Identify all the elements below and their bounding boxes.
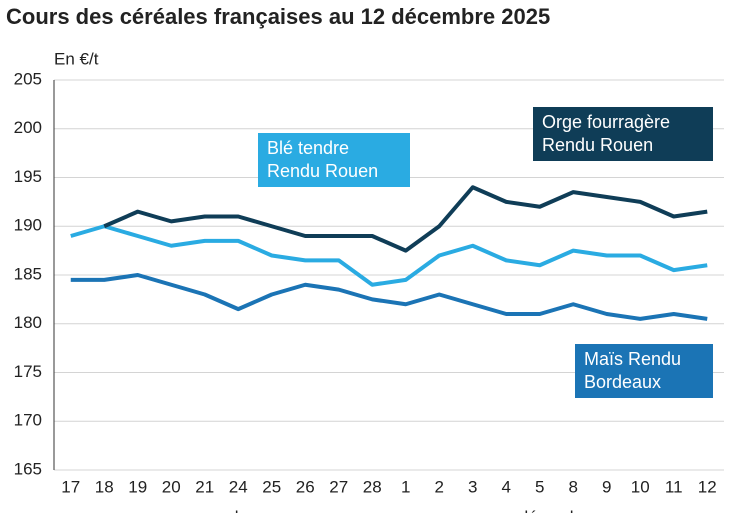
- series-line: [103, 185, 708, 253]
- x-tick-label: 27: [329, 477, 348, 496]
- legend-entry: Maïs Rendu Bordeaux: [575, 344, 713, 398]
- x-tick-label: 18: [95, 477, 114, 496]
- legend-entry: Blé tendre Rendu Rouen: [258, 133, 410, 187]
- x-tick-label: 3: [468, 477, 477, 496]
- y-tick-label: 195: [14, 167, 42, 186]
- x-tick-label: 25: [262, 477, 281, 496]
- y-tick-label: 200: [14, 118, 42, 137]
- x-tick-label: 8: [569, 477, 578, 496]
- chart-title: Cours des céréales françaises au 12 déce…: [6, 4, 550, 29]
- series-line: [70, 273, 708, 321]
- series-line: [70, 224, 708, 287]
- y-tick-label: 180: [14, 313, 42, 332]
- y-tick-label: 205: [14, 69, 42, 88]
- x-tick-label: 2: [435, 477, 444, 496]
- legend-entry: Orge fourragère Rendu Rouen: [533, 107, 713, 161]
- y-axis-label: En €/t: [54, 49, 99, 68]
- x-tick-label: 19: [128, 477, 147, 496]
- x-tick-label: 21: [195, 477, 214, 496]
- y-tick-label: 165: [14, 459, 42, 478]
- x-tick-label: 11: [665, 477, 683, 496]
- x-tick-label: 5: [535, 477, 544, 496]
- x-tick-label: 4: [502, 477, 511, 496]
- x-tick-label: 9: [602, 477, 611, 496]
- x-tick-label: 28: [363, 477, 382, 496]
- x-tick-label: 26: [296, 477, 315, 496]
- x-tick-label: 12: [698, 477, 717, 496]
- x-tick-label: 17: [61, 477, 80, 496]
- x-tick-label: 24: [229, 477, 248, 496]
- x-tick-label: 10: [631, 477, 650, 496]
- x-group-label: décembre: [519, 507, 595, 513]
- y-tick-label: 190: [14, 216, 42, 235]
- y-tick-label: 185: [14, 264, 42, 283]
- x-tick-label: 20: [162, 477, 181, 496]
- y-tick-label: 170: [14, 411, 42, 430]
- y-tick-label: 175: [14, 362, 42, 381]
- x-group-label: novembre: [184, 507, 260, 513]
- x-tick-label: 1: [401, 477, 410, 496]
